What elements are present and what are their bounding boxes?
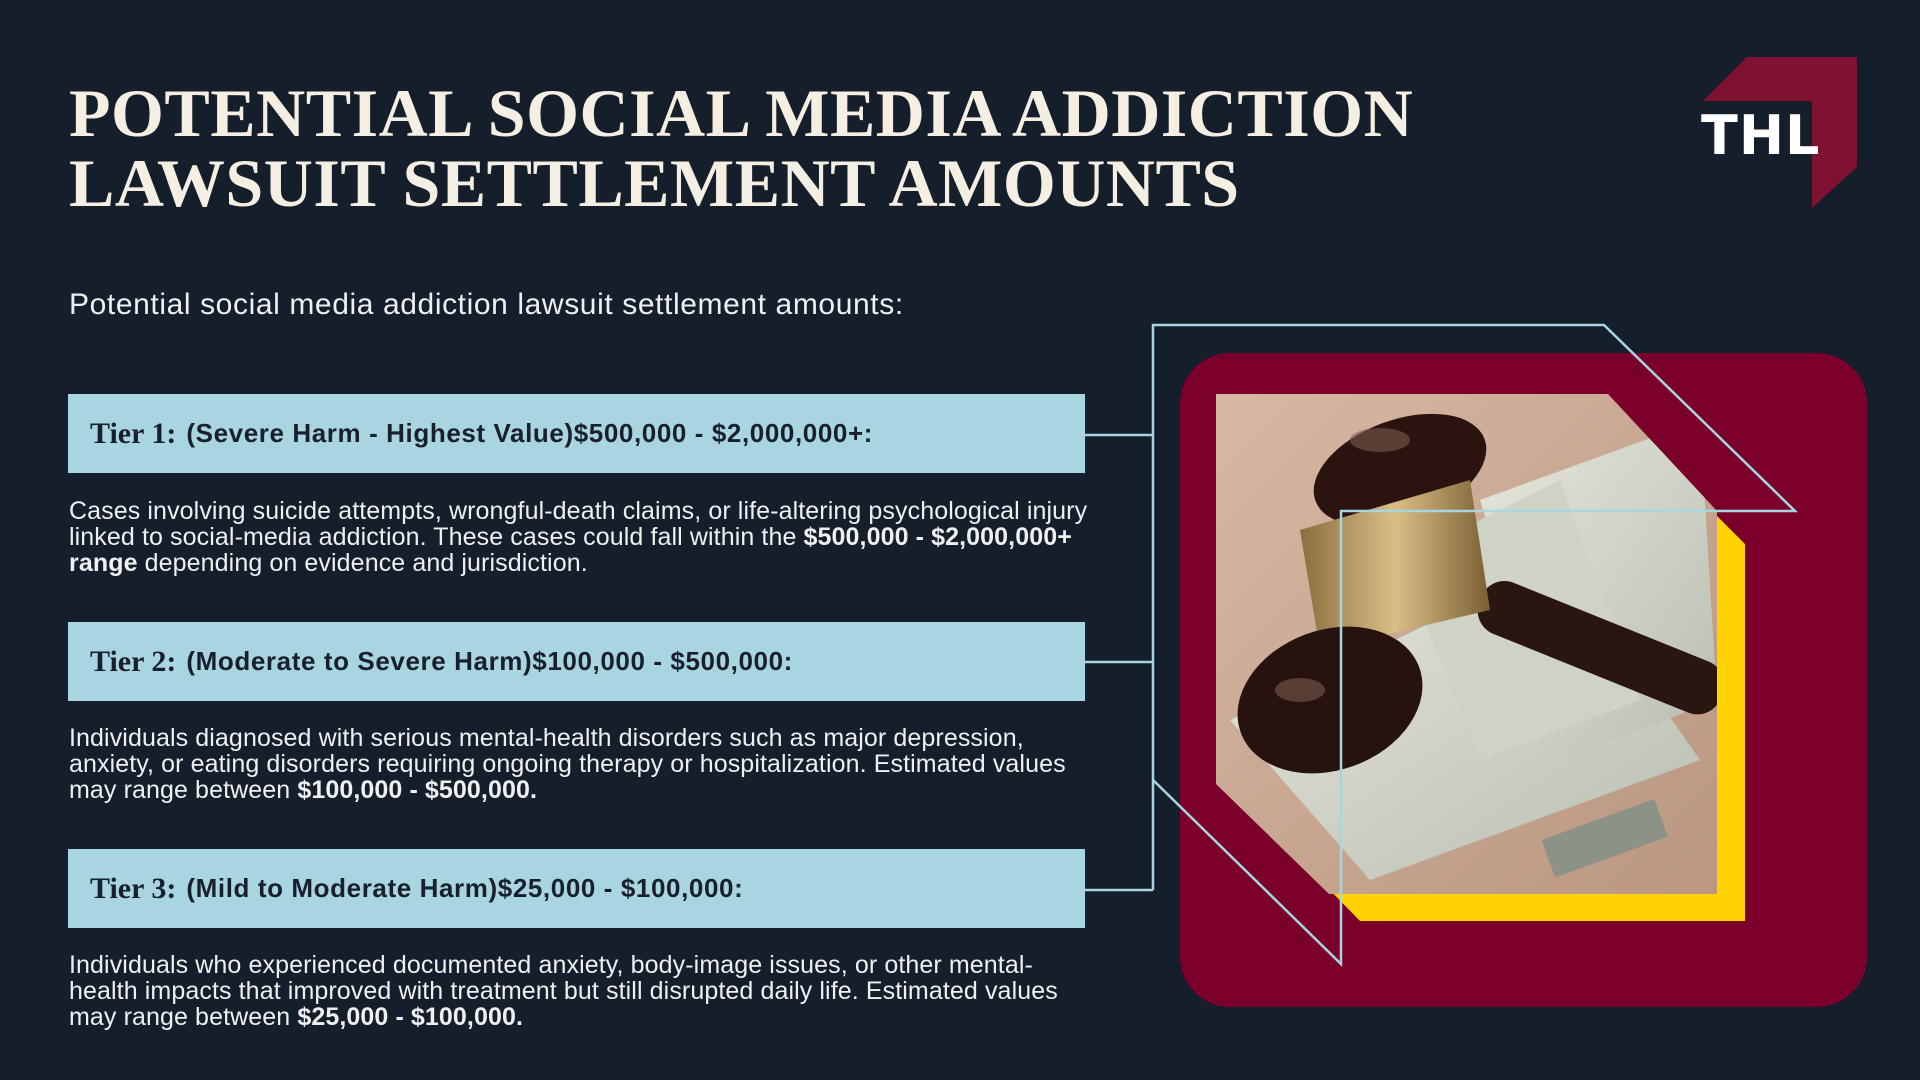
tier-2-header: Tier 2: (Moderate to Severe Harm)$100,00…	[68, 622, 1085, 701]
tier-1-name: Tier 1:	[90, 416, 177, 450]
logo: THL	[1701, 104, 1821, 167]
tier-1-header: Tier 1: (Severe Harm - Highest Value)$50…	[68, 394, 1085, 473]
logo-mark-icon	[1703, 57, 1857, 208]
desc-text: Individuals who experienced documented a…	[69, 951, 1058, 1031]
tier-3-header: Tier 3: (Mild to Moderate Harm)$25,000 -…	[68, 849, 1085, 928]
page-title: POTENTIAL SOCIAL MEDIA ADDICTION LAWSUIT…	[69, 78, 1413, 218]
desc-amount: $500,000 - $2,000,000+ range	[69, 523, 1072, 577]
title-line-2: LAWSUIT SETTLEMENT AMOUNTS	[69, 145, 1240, 221]
desc-text: depending on evidence and jurisdiction.	[137, 549, 588, 577]
tier-2-description: Individuals diagnosed with serious menta…	[69, 725, 1089, 803]
desc-text: Cases involving suicide attempts, wrongf…	[69, 497, 1088, 551]
desc-amount: $100,000 - $500,000.	[297, 776, 538, 804]
tier-2-name: Tier 2:	[90, 644, 177, 678]
tier-1-heading: (Severe Harm - Highest Value)$500,000 - …	[186, 418, 874, 448]
title-line-1: POTENTIAL SOCIAL MEDIA ADDICTION	[69, 75, 1414, 151]
connector-lines	[1085, 323, 1799, 967]
tier-3-heading: (Mild to Moderate Harm)$25,000 - $100,00…	[186, 873, 744, 903]
subtitle: Potential social media addiction lawsuit…	[69, 288, 904, 321]
tier-2-heading: (Moderate to Severe Harm)$100,000 - $500…	[186, 646, 793, 676]
tier-3-description: Individuals who experienced documented a…	[69, 952, 1089, 1030]
desc-amount: $25,000 - $100,000.	[297, 1003, 524, 1031]
tier-3-name: Tier 3:	[90, 871, 177, 905]
tier-1-description: Cases involving suicide attempts, wrongf…	[69, 498, 1089, 576]
desc-text: Individuals diagnosed with serious menta…	[69, 724, 1066, 804]
gavel-photo	[1216, 394, 1717, 894]
